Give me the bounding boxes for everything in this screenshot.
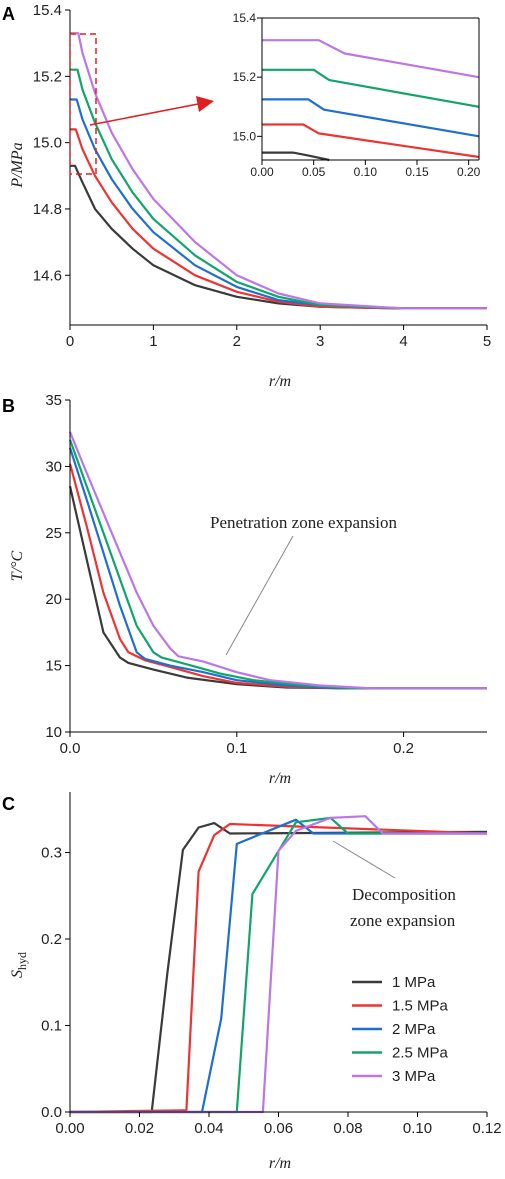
panel-b-axes: 0.0 0.1 0.2 10 15 20 25 30 35 [45,392,487,757]
x-axis-label-b: r/m [269,770,291,787]
inset-series-2-mpa [262,98,480,138]
panel-label-b: B [2,396,15,416]
inset-axes: 0.00 0.05 0.10 0.15 0.20 15.0 15.2 15.4 [233,11,481,179]
annotation-b: Penetration zone expansion [210,513,397,532]
y-axis-label-b: T/°C [9,550,26,581]
panel-a-series [70,32,487,310]
panel-b-xtick-label: 0.1 [226,740,247,757]
panel-c-ytick-label: 0.2 [41,931,62,948]
annotation-c-line1: Decomposition [352,885,456,904]
zoom-arrow-line [89,103,199,126]
panel-a-ytick-label: 15.4 [33,2,62,19]
panel-label-a: A [2,4,15,24]
inset-xtick-label: 0.15 [405,165,429,179]
panel-a-xtick-label: 1 [149,333,157,350]
y-axis-label-c: Shyd [9,952,29,978]
panel-a-ytick-label: 15.2 [33,68,62,85]
panel-a-ytick-label: 15.0 [33,135,62,152]
panel-b: 0.0 0.1 0.2 10 15 20 25 30 35 r/m T/°C Penetrati… [9,392,487,787]
panel-b-series-1-5-mpa [68,463,487,690]
y-axis-label-c-main: S [9,970,26,978]
inset-ytick-label: 15.4 [233,11,257,25]
zoom-box [69,33,97,175]
panel-c-series-1-5-mpa [69,822,488,1114]
annotation-c-line2: zone expansion [350,911,456,930]
panel-b-ytick-label: 25 [45,525,62,542]
inset-series-1-mpa [262,151,330,162]
legend-label: 1.5 MPa [392,998,449,1015]
inset-series-3-mpa [262,39,480,79]
legend-label: 2 MPa [392,1021,436,1038]
inset-xtick-label: 0.05 [302,165,326,179]
panel-c-ytick-label: 0.1 [41,1018,62,1035]
panel-a-series-1-mpa [70,164,487,310]
panel-label-c: C [2,794,15,814]
panel-c-xtick-label: 0.06 [264,1120,293,1137]
inset-xtick-label: 0.00 [250,165,274,179]
panel-a-xtick-label: 4 [399,333,407,350]
panel-a-ytick-label: 14.6 [33,267,62,284]
panel-c-xtick-label: 0.04 [194,1120,223,1137]
legend-label: 2.5 MPa [392,1045,449,1062]
panel-b-xtick-label: 0.2 [393,740,414,757]
x-axis-label-c-text: r/m [269,1155,291,1172]
panel-c-xtick-label: 0.02 [125,1120,154,1137]
inset-series-2-5-mpa [262,68,480,108]
inset-ytick-label: 15.0 [233,129,257,143]
panel-b-series-2-5-mpa [68,439,487,690]
panel-b-series [68,431,487,690]
inset-xtick-label: 0.20 [457,165,481,179]
panel-a-xtick-label: 3 [316,333,324,350]
panel-b-ytick-label: 20 [45,591,62,608]
zoom-arrow-head [196,96,214,112]
panel-c-series-3-mpa [70,815,487,1114]
panel-b-ytick-label: 15 [45,658,62,675]
panel-b-series-2-mpa [68,447,487,690]
panel-a-xtick-label: 2 [233,333,241,350]
panel-c: 0.00 0.02 0.04 0.06 0.08 0.10 0.12 0.0 0.1 0.2 0.3… [9,792,502,1172]
panel-c-xtick-label: 0.12 [472,1120,501,1137]
annotation-c-leader [332,840,396,879]
y-axis-label-a: P/MPa [9,142,26,188]
legend-label: 1 MPa [392,974,436,991]
panel-a-series-2-5-mpa [70,68,487,310]
panel-c-axes: 0.00 0.02 0.04 0.06 0.08 0.10 0.12 0.0 0.1 0.2 0.3 [41,792,502,1137]
panel-a-series-2-mpa [70,98,487,310]
panel-b-ytick-label: 30 [45,458,62,475]
svg-text:Shyd: Shyd [9,952,29,978]
x-axis-label-a: r/m [269,373,291,390]
annotation-b-leader [225,535,294,656]
panel-c-ytick-label: 0.0 [41,1104,62,1121]
panel-c-xtick-label: 0.10 [403,1120,432,1137]
inset-series-1-5-mpa [262,123,480,159]
legend: 1 MPa 1.5 MPa 2 MPa 2.5 MPa 3 MPa [352,974,449,1085]
panel-b-ytick-label: 10 [45,724,62,741]
panel-c-xtick-label: 0.08 [333,1120,362,1137]
panel-a: 0 1 2 3 4 5 14.6 14.8 15.0 15.2 15.4 r/m P/MPa 0.0… [9,2,491,390]
y-axis-label-c-sub: hyd [15,952,29,970]
x-axis-label-c: r/m [269,1155,291,1172]
panel-c-series-1-mpa [70,821,488,1114]
panel-a-ytick-label: 14.8 [33,201,62,218]
panel-a-series-1-5-mpa [70,128,487,310]
inset-series [262,39,480,162]
legend-label: 3 MPa [392,1068,436,1085]
panel-c-ytick-label: 0.3 [41,845,62,862]
panel-b-ytick-label: 35 [45,392,62,409]
panel-a-series-3-mpa [70,32,487,310]
panel-b-series-3-mpa [68,431,487,690]
inset-ytick-label: 15.2 [233,70,257,84]
panel-b-xtick-label: 0.0 [60,740,81,757]
panel-a-xtick-label: 0 [66,333,74,350]
panel-a-xtick-label: 5 [483,333,491,350]
panel-c-xtick-label: 0.00 [55,1120,84,1137]
inset-xtick-label: 0.10 [354,165,378,179]
